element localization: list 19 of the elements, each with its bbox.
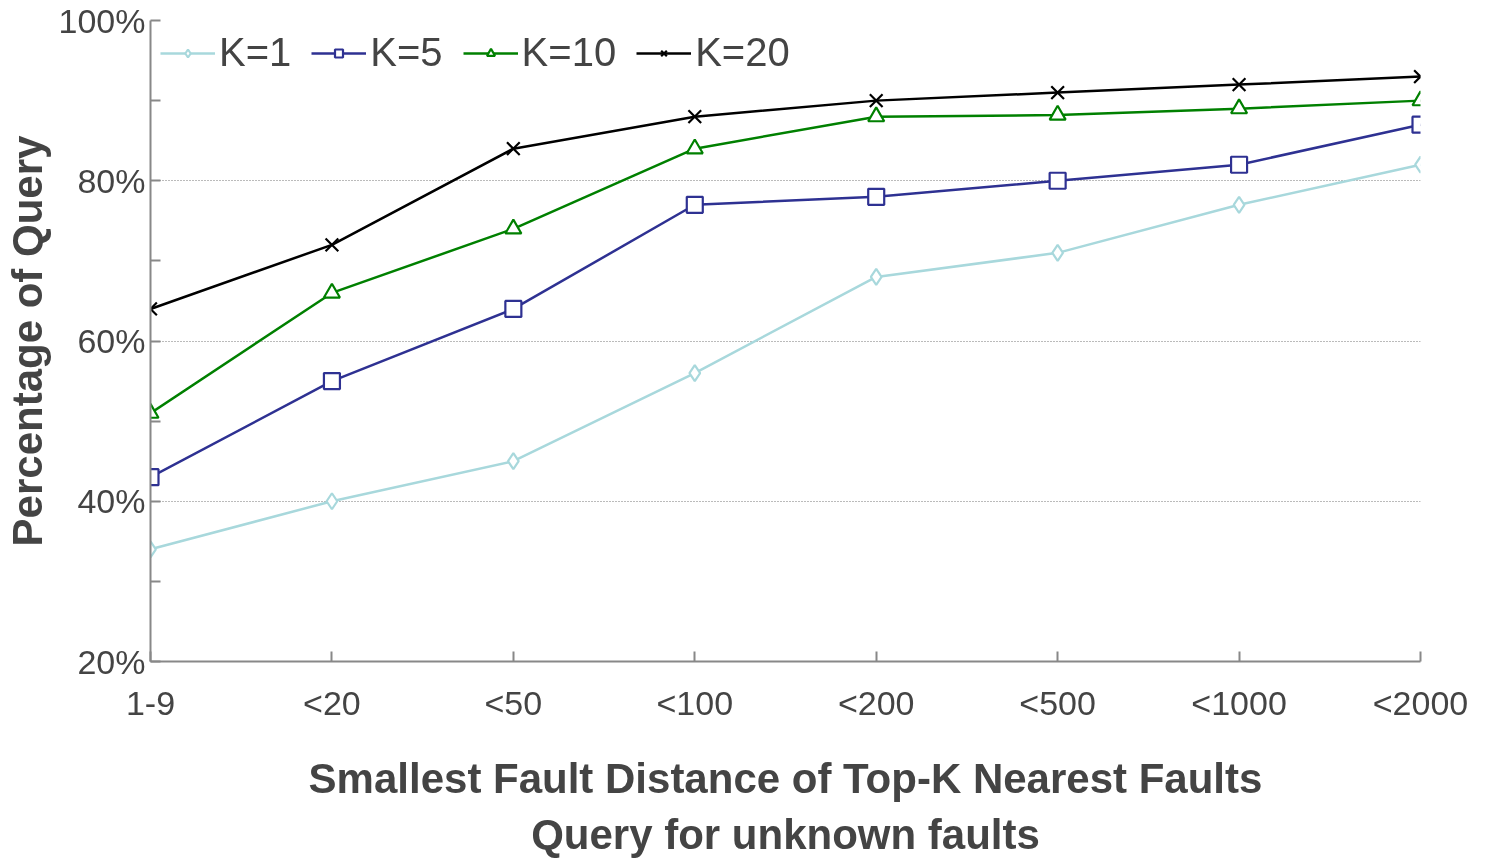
legend-label: K=5 xyxy=(370,30,443,75)
y-axis-title: Percentage of Query xyxy=(3,134,51,547)
y-tick-label: 60% xyxy=(77,322,146,360)
x-tick-label: <100 xyxy=(656,683,734,722)
y-tick-label: 80% xyxy=(77,161,146,200)
x-tick-label: <500 xyxy=(1019,683,1096,722)
x-tick-label: <200 xyxy=(837,683,915,722)
legend-label: K=10 xyxy=(521,30,617,75)
x-tick-label: <1000 xyxy=(1191,683,1287,722)
y-tick-label: 100% xyxy=(58,1,146,40)
x-tick-label: 1-9 xyxy=(125,683,176,722)
x-tick-label: <20 xyxy=(303,683,361,722)
legend-label: K=20 xyxy=(695,30,790,75)
x-axis-title: Smallest Fault Distance of Top-K Nearest Faults Query for unknown faults xyxy=(308,754,1263,858)
x-tick-label: <50 xyxy=(484,683,543,722)
x-tick-label: <2000 xyxy=(1372,683,1469,722)
y-tick-label: 40% xyxy=(77,482,146,521)
y-tick-label: 20% xyxy=(77,642,146,681)
legend-label: K=1 xyxy=(219,30,292,75)
